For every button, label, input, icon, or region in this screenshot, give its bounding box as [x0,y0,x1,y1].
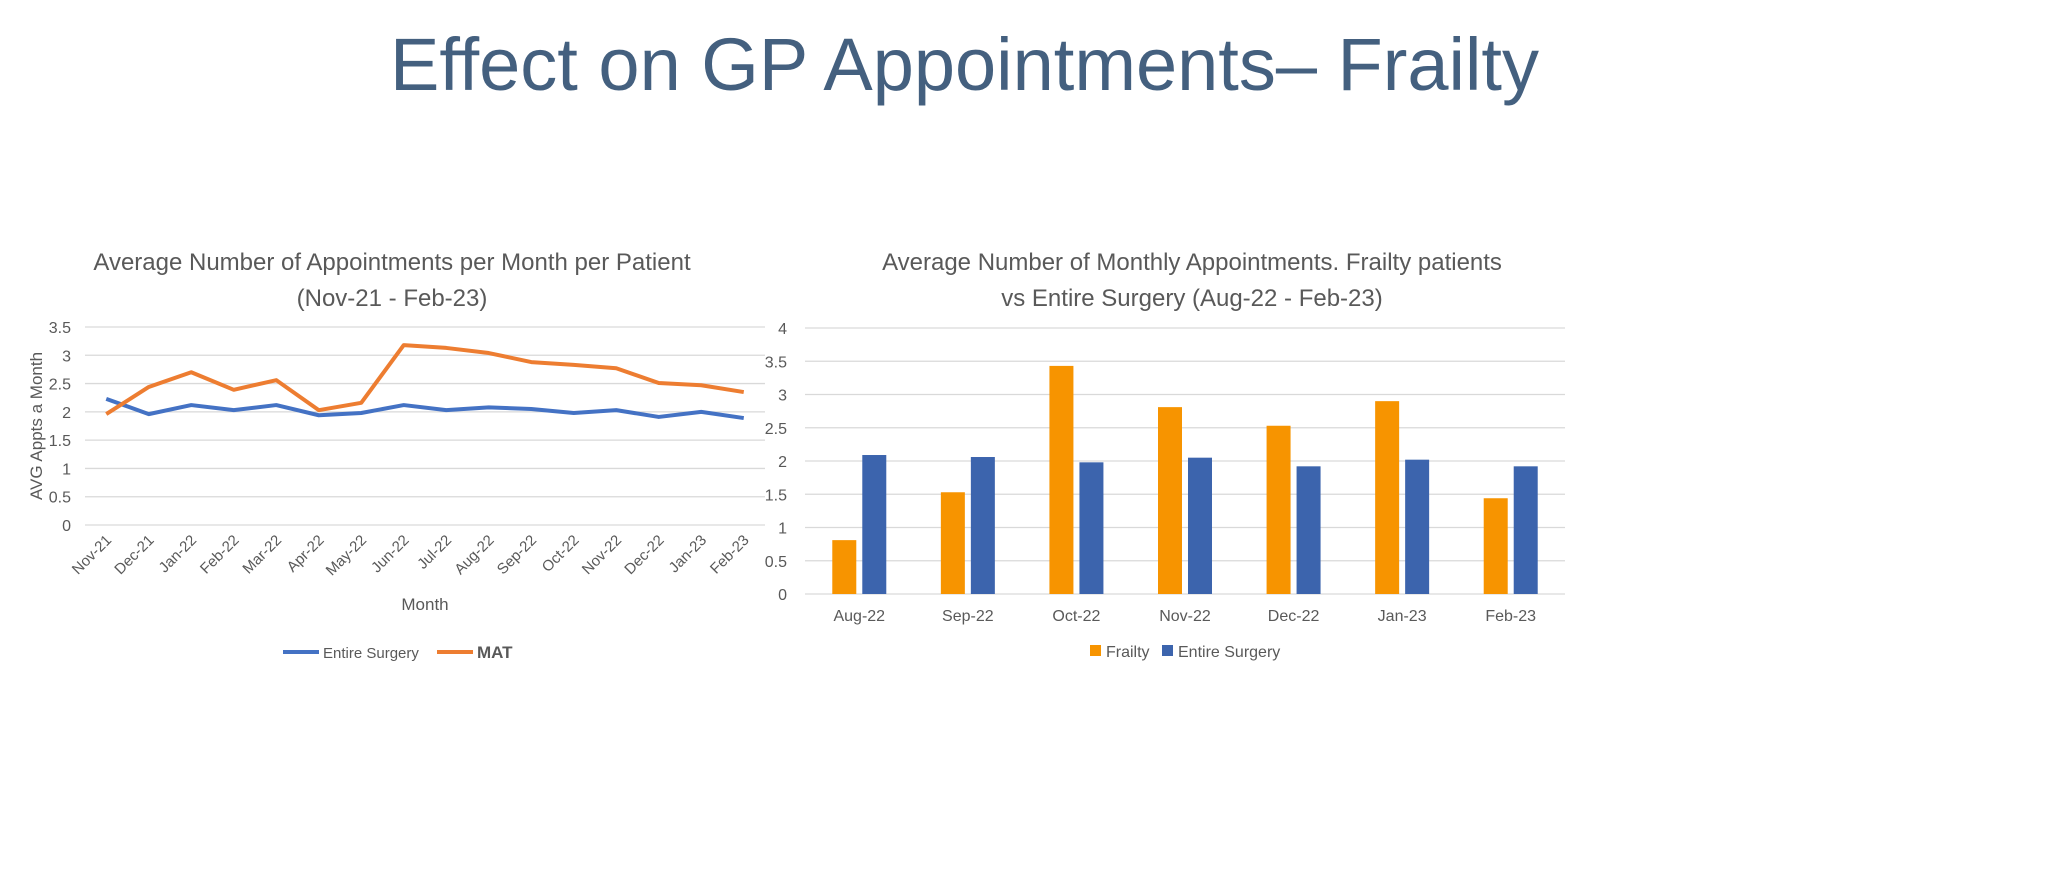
y-tick-label: 0.5 [49,490,71,507]
y-tick-label: 1 [778,521,787,538]
y-tick-label: 1.5 [49,433,71,450]
x-tick-label: Jan-23 [1378,608,1427,625]
bar-frailty [832,540,857,594]
x-tick-label: May-22 [323,532,370,579]
bar-entire-surgery [1296,466,1321,594]
bar-frailty [1158,407,1182,594]
x-tick-label: Aug-22 [833,608,885,625]
bar-entire-surgery [1513,466,1538,594]
chart-title: (Nov-21 - Feb-23) [297,285,488,312]
y-tick-label: 1 [62,461,71,478]
bar-entire-surgery [1405,459,1430,594]
x-tick-label: Oct-22 [1052,608,1100,625]
line-series-entire-surgery [105,396,745,421]
slide-title: Effect on GP Appointments– Frailty [390,23,1539,106]
y-tick-label: 3.5 [765,354,787,371]
y-tick-label: 3 [62,348,71,365]
chart-title: vs Entire Surgery (Aug-22 - Feb-23) [1001,285,1382,312]
bar-entire-surgery [1188,457,1212,594]
x-tick-label: Jan-23 [666,532,710,576]
legend-swatch [1090,645,1101,656]
y-tick-label: 4 [778,321,787,338]
bar-entire-surgery [970,457,995,594]
bar-frailty [1049,365,1074,594]
y-axis-label: AVG Appts a Month [27,352,46,500]
x-tick-label: Mar-22 [239,532,285,578]
chart-title: Average Number of Monthly Appointments. … [882,249,1502,276]
y-tick-label: 2 [778,454,787,471]
bar-frailty [940,492,965,594]
legend-label: MAT [477,643,513,662]
bar-frailty [1483,498,1508,594]
x-tick-label: Nov-22 [579,532,625,578]
bar-frailty [1266,425,1291,594]
x-tick-label: Sep-22 [942,608,994,625]
x-tick-label: Jul-22 [414,532,455,573]
bar-frailty [1375,401,1400,594]
x-tick-label: Sep-22 [494,532,540,578]
x-tick-label: Jan-22 [156,532,200,576]
x-axis-label: Month [401,595,448,614]
y-tick-label: 0 [778,587,787,604]
y-tick-label: 2 [62,405,71,422]
x-tick-label: Nov-22 [1159,608,1211,625]
legend-label: Entire Surgery [1178,644,1280,661]
legend-label: Entire Surgery [323,645,419,662]
x-tick-label: Feb-23 [1485,608,1536,625]
x-tick-label: Aug-22 [451,532,497,578]
x-tick-label: Nov-21 [69,532,115,578]
x-tick-label: Oct-22 [539,532,583,576]
x-tick-label: Feb-22 [197,532,243,578]
bar-entire-surgery [862,455,887,594]
legend-swatch [1162,645,1173,656]
line-series-mat [105,343,745,416]
y-tick-label: 0 [62,518,71,535]
x-tick-label: Apr-22 [284,532,328,576]
bar-entire-surgery [1079,462,1104,594]
legend-label: Frailty [1106,644,1150,661]
y-tick-label: 3.5 [49,320,71,337]
x-tick-label: Dec-22 [1268,608,1320,625]
x-tick-label: Dec-22 [621,532,667,578]
y-tick-label: 3 [778,388,787,405]
chart-title: Average Number of Appointments per Month… [93,249,691,276]
y-tick-label: 1.5 [765,487,787,504]
y-tick-label: 2.5 [765,421,787,438]
y-tick-label: 2.5 [49,377,71,394]
x-tick-label: Feb-23 [707,532,753,578]
x-tick-label: Jun-22 [368,532,412,576]
y-tick-label: 0.5 [765,554,787,571]
x-tick-label: Dec-21 [111,532,157,578]
